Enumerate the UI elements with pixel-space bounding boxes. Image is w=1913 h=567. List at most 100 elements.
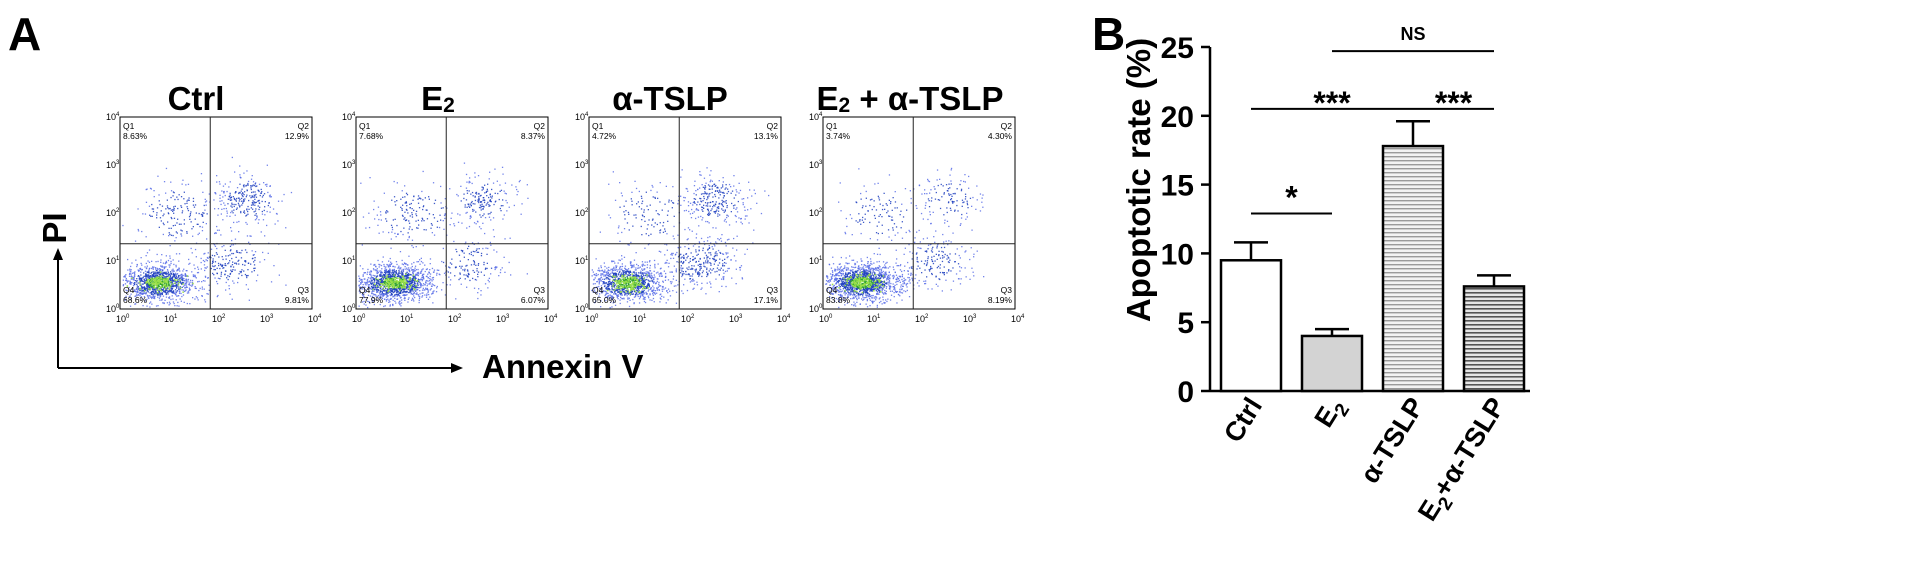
significance-label: * <box>1285 179 1298 215</box>
bar <box>1300 334 1364 393</box>
bar-y-tick-label: 10 <box>1161 238 1194 271</box>
bar-y-tick-label: 15 <box>1161 170 1194 203</box>
x-tick-label: 102 <box>681 314 695 324</box>
x-tick-label: 102 <box>212 314 226 324</box>
bar <box>1381 144 1445 393</box>
bar-x-tick-label: Ctrl <box>1218 392 1268 447</box>
x-tick-label: 103 <box>496 314 510 324</box>
q4-value: 65.0% <box>592 295 617 305</box>
bar <box>1462 285 1526 393</box>
x-tick-label: 104 <box>1011 314 1025 324</box>
q2-label: Q2 <box>534 121 546 131</box>
x-tick-label: 100 <box>819 314 833 324</box>
bar-y-tick-label: 5 <box>1177 307 1194 340</box>
panel-a-letter: A <box>8 8 41 60</box>
y-tick-label: 102 <box>809 208 823 218</box>
y-tick-label: 104 <box>575 112 589 122</box>
plot-title-e2: E2 <box>421 80 455 117</box>
y-tick-label: 101 <box>106 256 120 266</box>
x-tick-label: 104 <box>308 314 322 324</box>
q2-value: 13.1% <box>754 131 779 141</box>
bar-x-tick-label: E2 <box>1308 392 1354 435</box>
y-tick-label: 103 <box>106 160 120 170</box>
x-tick-label: 100 <box>585 314 599 324</box>
bar-x-tick-label: α-TSLP <box>1355 392 1431 488</box>
x-tick-label: 101 <box>164 314 178 324</box>
flow-scatter <box>591 167 770 309</box>
q1-value: 3.74% <box>826 131 851 141</box>
q4-label: Q4 <box>826 285 838 295</box>
pi-axis-arrowhead <box>53 248 63 260</box>
y-tick-label: 102 <box>575 208 589 218</box>
q3-value: 9.81% <box>285 295 310 305</box>
y-tick-label: 103 <box>575 160 589 170</box>
y-tick-label: 100 <box>575 304 589 314</box>
x-tick-label: 100 <box>352 314 366 324</box>
bar-x-tick-label: E2+α-TSLP <box>1412 392 1516 529</box>
y-tick-label: 104 <box>342 112 356 122</box>
significance-label: *** <box>1313 85 1351 121</box>
y-tick-label: 102 <box>342 208 356 218</box>
x-tick-label: 104 <box>777 314 791 324</box>
y-tick-label: 100 <box>809 304 823 314</box>
panel-b-letter: B <box>1092 8 1125 60</box>
q1-value: 8.63% <box>123 131 148 141</box>
y-tick-label: 103 <box>809 160 823 170</box>
flow-scatter <box>358 162 529 309</box>
q3-value: 6.07% <box>521 295 546 305</box>
y-tick-label: 102 <box>106 208 120 218</box>
significance-label: *** <box>1435 85 1473 121</box>
panel-b: B Apoptotic rate (%) 0 5 10 15 20 25 Ctrl E2 α-T… <box>1092 8 1530 529</box>
q2-value: 8.37% <box>521 131 546 141</box>
bar-y-tick-label: 0 <box>1177 376 1194 409</box>
x-tick-label: 103 <box>260 314 274 324</box>
x-tick-label: 103 <box>963 314 977 324</box>
y-tick-label: 101 <box>575 256 589 266</box>
q4-value: 83.8% <box>826 295 851 305</box>
y-tick-label: 101 <box>809 256 823 266</box>
q1-label: Q1 <box>359 121 371 131</box>
significance-label: NS <box>1400 24 1425 44</box>
y-tick-label: 104 <box>106 112 120 122</box>
q3-label: Q3 <box>767 285 779 295</box>
x-tick-label: 101 <box>867 314 881 324</box>
q2-label: Q2 <box>298 121 310 131</box>
q2-value: 4.30% <box>988 131 1013 141</box>
plot-title-atslp: α-TSLP <box>612 80 728 117</box>
q1-label: Q1 <box>826 121 838 131</box>
flow-plot-frame <box>588 116 782 310</box>
y-tick-label: 100 <box>342 304 356 314</box>
flow-plot-frame <box>119 116 313 310</box>
q4-value: 68.6% <box>123 295 148 305</box>
q4-value: 77.9% <box>359 295 384 305</box>
pi-axis-label: PI <box>36 212 73 243</box>
q2-label: Q2 <box>1001 121 1013 131</box>
flow-plots: Q18.63%Q212.9%Q468.6%Q39.81%100100101101… <box>106 112 1025 324</box>
q1-label: Q1 <box>592 121 604 131</box>
y-tick-label: 101 <box>342 256 356 266</box>
bar-y-axis-label: Apoptotic rate (%) <box>1120 38 1157 322</box>
q3-value: 17.1% <box>754 295 779 305</box>
q1-label: Q1 <box>123 121 135 131</box>
x-tick-label: 102 <box>448 314 462 324</box>
annexin-axis-arrowhead <box>451 363 463 373</box>
flow-scatter <box>122 156 293 308</box>
x-tick-label: 101 <box>400 314 414 324</box>
x-tick-label: 103 <box>729 314 743 324</box>
y-tick-label: 104 <box>809 112 823 122</box>
q3-label: Q3 <box>534 285 546 295</box>
x-tick-label: 101 <box>633 314 647 324</box>
x-tick-label: 100 <box>116 314 130 324</box>
q3-label: Q3 <box>298 285 310 295</box>
q1-value: 7.68% <box>359 131 384 141</box>
q3-value: 8.19% <box>988 295 1013 305</box>
plot-title-ctrl: Ctrl <box>168 80 225 117</box>
y-tick-label: 103 <box>342 160 356 170</box>
q4-label: Q4 <box>123 285 135 295</box>
q2-value: 12.9% <box>285 131 310 141</box>
